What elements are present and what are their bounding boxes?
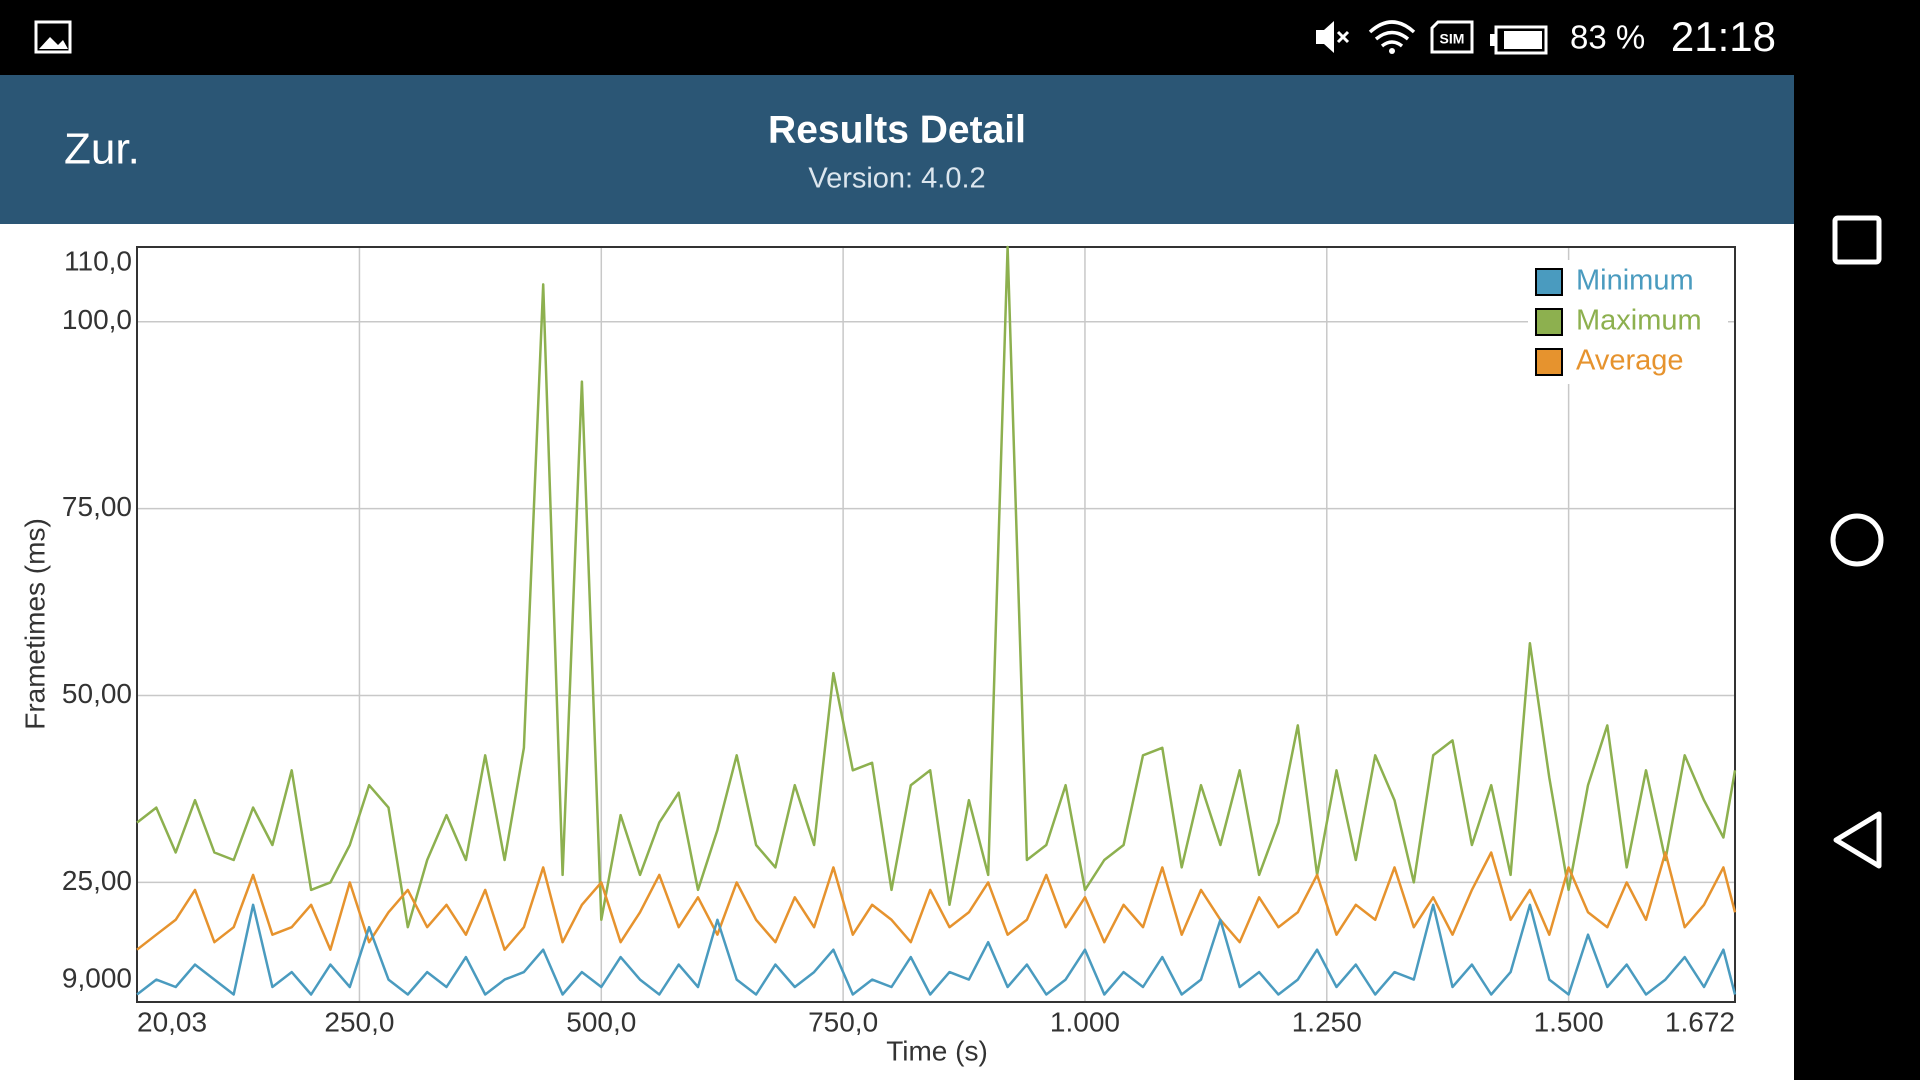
wifi-icon (1368, 20, 1416, 48)
header-title: Results Detail (768, 108, 1026, 151)
back-button[interactable]: Zur. (64, 125, 140, 174)
x-axis-label: Time (s) (886, 1035, 988, 1066)
x-tick-label: 750,0 (808, 1006, 878, 1037)
legend-label: Average (1576, 345, 1684, 377)
y-axis-label: Frametimes (ms) (19, 518, 50, 730)
sim-icon (1430, 20, 1474, 54)
legend-swatch (1535, 348, 1563, 376)
x-tick-label: 1.500 (1534, 1006, 1604, 1037)
x-tick-label: 1.000 (1050, 1006, 1120, 1037)
wifi-dot (1389, 48, 1395, 54)
legend-label: Maximum (1576, 305, 1702, 337)
back-nav-button[interactable] (1833, 811, 1882, 869)
nav-bar (1794, 0, 1920, 1080)
x-tick-label: 1.672 (1665, 1006, 1735, 1037)
home-button[interactable] (1830, 513, 1884, 567)
x-tick-label: 250,0 (324, 1006, 394, 1037)
sim-label: SIM (1440, 31, 1465, 47)
recents-button[interactable] (1832, 215, 1882, 265)
legend-swatch (1535, 308, 1563, 336)
x-tick-label: 1.250 (1292, 1006, 1362, 1037)
y-tick-label: 75,00 (62, 491, 132, 522)
mute-x (1336, 30, 1350, 44)
battery-tip (1490, 34, 1496, 46)
status-bar (0, 0, 1920, 75)
series-line (136, 851, 1737, 951)
battery-level (1504, 31, 1542, 49)
clock: 21:18 (1671, 13, 1776, 60)
mute-icon (1316, 21, 1334, 53)
x-tick-label: 20,03 (137, 1006, 207, 1037)
y-tick-label: 110,0 (64, 245, 132, 276)
series-line (136, 903, 1737, 996)
y-tick-label: 100,0 (62, 304, 132, 335)
gallery-icon (34, 20, 72, 54)
legend-swatch (1535, 268, 1563, 296)
legend-label: Minimum (1576, 265, 1694, 297)
app-header (0, 75, 1794, 224)
gallery-icon-shape (39, 37, 68, 49)
series-line (136, 245, 1737, 929)
chart: 9,000 25,00 50,00 75,00 100,0 110,0 20,03 250,0… (62, 245, 1737, 1037)
y-tick-label: 9,000 (62, 962, 132, 993)
plot-frame (136, 246, 1736, 1003)
header-subtitle: Version: 4.0.2 (808, 163, 985, 195)
y-tick-label: 50,00 (62, 678, 132, 709)
x-tick-label: 500,0 (566, 1006, 636, 1037)
battery-percent: 83 % (1570, 19, 1645, 56)
y-tick-label: 25,00 (62, 865, 132, 896)
